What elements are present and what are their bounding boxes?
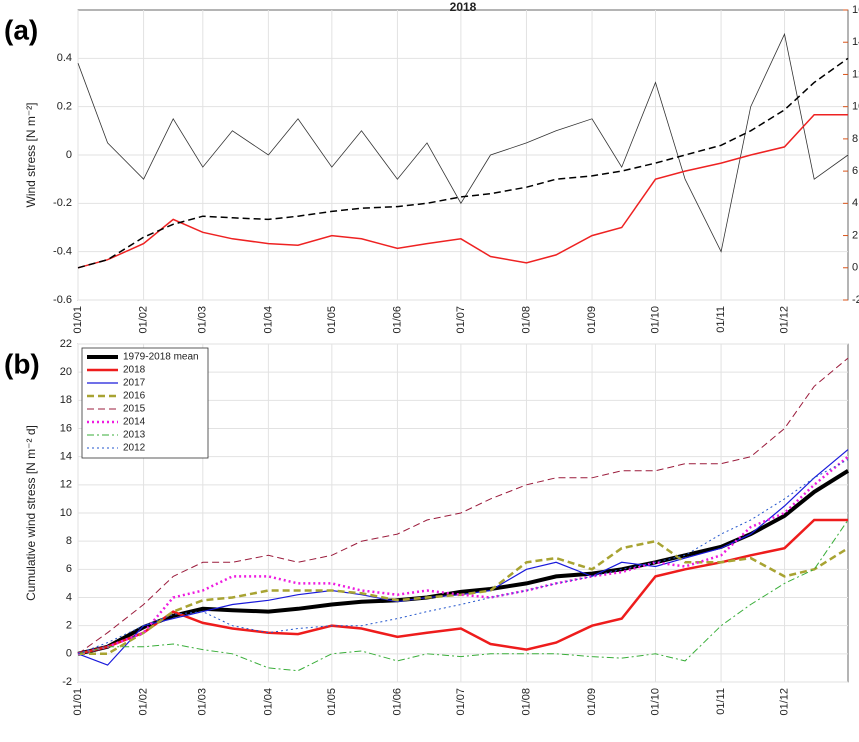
x-tick-label: 01/09	[586, 306, 598, 334]
legend-label: 2013	[123, 430, 146, 441]
y-tick-label: -0.4	[53, 246, 72, 258]
y-tick-label: 20	[60, 366, 72, 378]
series-line	[77, 113, 848, 269]
y-tick-label: 10	[60, 507, 72, 519]
x-tick-label: 01/02	[137, 306, 149, 334]
y-tick-label: 8	[66, 535, 72, 547]
legend-label: 2017	[123, 378, 146, 389]
legend: 1979-2018 mean 2018 2017 2016 2015 2014 2013 20…	[81, 347, 209, 459]
y-tick-label: -0.6	[53, 294, 72, 306]
legend-box	[81, 347, 209, 459]
x-tick-label: 01/01	[72, 688, 84, 716]
x-tick-label: 01/06	[391, 688, 403, 716]
y2-tick-label: 2	[852, 229, 858, 241]
y-tick-label: 6	[66, 563, 72, 575]
y2-tick-label: 10	[852, 101, 859, 113]
series-line	[77, 32, 849, 253]
series-line	[77, 357, 849, 655]
y-tick-label: 0.2	[57, 101, 72, 113]
y-tick-label: 0	[66, 149, 72, 161]
y-axis-label: Cumulative wind stress [N m⁻² d]	[24, 425, 38, 601]
y2-tick-label: 6	[852, 165, 858, 177]
x-tick-label: 01/04	[262, 306, 274, 334]
legend-label: 2018	[123, 365, 146, 376]
x-tick-label: 01/04	[262, 688, 274, 716]
x-tick-label: 01/10	[649, 688, 661, 716]
series-line	[77, 519, 849, 672]
y-tick-label: 14	[60, 451, 72, 463]
panel-label: (a)	[4, 14, 38, 45]
y2-tick-label: 4	[852, 197, 858, 209]
y2-tick-label: 8	[852, 133, 858, 145]
x-tick-label: 01/10	[649, 306, 661, 334]
y2-tick-label: 12	[852, 68, 859, 80]
y-tick-label: -2	[62, 676, 72, 688]
x-tick-label: 01/05	[326, 306, 338, 334]
legend-label: 1979-2018 mean	[123, 352, 199, 363]
x-tick-label: 01/02	[137, 688, 149, 716]
x-tick-label: 01/05	[326, 688, 338, 716]
x-tick-label: 01/01	[72, 306, 84, 334]
series-line	[77, 455, 849, 656]
series-line	[77, 469, 850, 656]
y-tick-label: 0	[66, 648, 72, 660]
x-tick-label: 01/12	[778, 306, 790, 334]
y2-tick-label: 14	[852, 36, 859, 48]
x-tick-label: 01/08	[520, 688, 532, 716]
y-tick-label: 4	[66, 591, 72, 603]
y-tick-label: 12	[60, 479, 72, 491]
x-tick-label: 01/09	[586, 688, 598, 716]
x-tick-label: 01/11	[715, 306, 727, 333]
y-tick-label: -0.2	[53, 197, 72, 209]
y-tick-label: 18	[60, 394, 72, 406]
y-tick-label: 16	[60, 422, 72, 434]
y-tick-label: 0.4	[57, 52, 72, 64]
y2-tick-label: 16	[852, 4, 859, 16]
y-tick-label: 2	[66, 620, 72, 632]
x-tick-label: 01/08	[520, 306, 532, 334]
y-tick-label: 22	[60, 338, 72, 350]
x-tick-label: 01/06	[391, 306, 403, 334]
series-line	[77, 57, 849, 269]
panel-label: (b)	[4, 348, 40, 379]
legend-label: 2012	[123, 443, 146, 454]
legend-label: 2016	[123, 391, 146, 402]
legend-label: 2014	[123, 417, 146, 428]
chart-title: 2018	[450, 0, 477, 14]
x-tick-label: 01/03	[197, 306, 209, 334]
x-tick-label: 01/11	[715, 688, 727, 715]
legend-label: 2015	[123, 404, 146, 415]
y-axis-label: Wind stress [N m⁻²]	[24, 102, 38, 207]
series-line	[78, 539, 849, 656]
x-tick-label: 01/12	[778, 688, 790, 716]
y2-tick-label: 0	[852, 262, 858, 274]
x-tick-label: 01/07	[455, 306, 467, 334]
x-tick-label: 01/03	[197, 688, 209, 716]
x-tick-label: 01/07	[455, 688, 467, 716]
y2-tick-label: -2	[852, 294, 859, 306]
